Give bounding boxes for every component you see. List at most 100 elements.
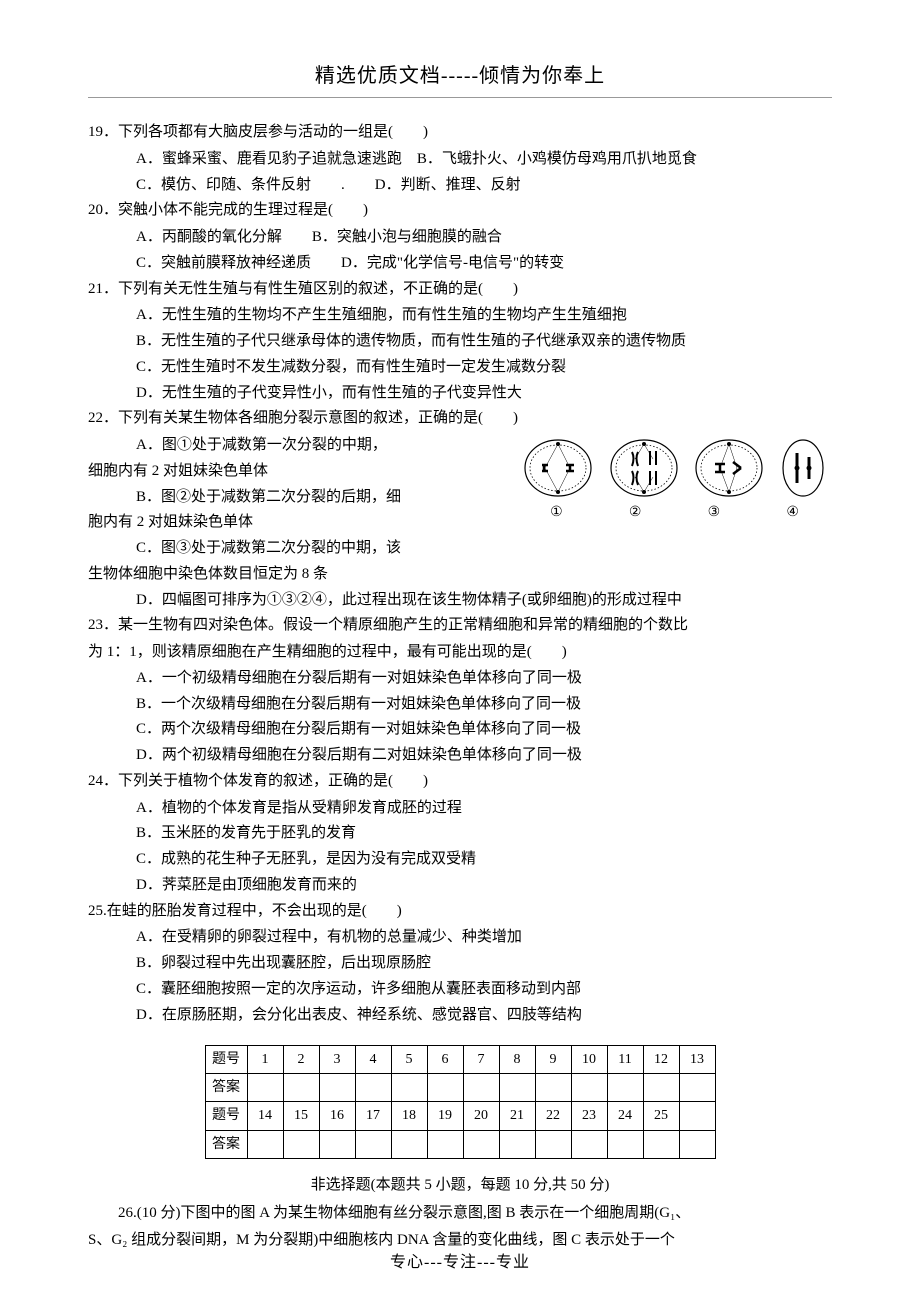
cell-diagrams (517, 437, 832, 499)
q25-c: C．囊胚细胞按照一定的次序运动，许多细胞从囊胚表面移动到内部 (88, 977, 832, 1002)
q25-d: D．在原肠胚期，会分化出表皮、神经系统、感觉器官、四肢等结构 (88, 1003, 832, 1028)
table-cell (283, 1130, 319, 1158)
figure-labels: ① ② ③ ④ (517, 501, 832, 524)
table-cell: 17 (355, 1102, 391, 1130)
table-row: 题号 14 15 16 17 18 19 20 21 22 23 24 25 (205, 1102, 715, 1130)
table-cell (679, 1102, 715, 1130)
table-cell (247, 1074, 283, 1102)
row-header: 题号 (205, 1102, 247, 1130)
table-cell: 15 (283, 1102, 319, 1130)
table-cell: 24 (607, 1102, 643, 1130)
table-cell (355, 1074, 391, 1102)
table-cell (679, 1074, 715, 1102)
table-cell: 1 (247, 1046, 283, 1074)
header-rule (88, 97, 832, 98)
q19-opt-ab: A．蜜蜂采蜜、鹿看见豹子追就急速逃跑 B．飞蛾扑火、小鸡模仿母鸡用爪扒地觅食 (88, 147, 832, 172)
q22-d: D．四幅图可排序为①③②④，此过程出现在该生物体精子(或卵细胞)的形成过程中 (88, 588, 832, 613)
q24-stem: 24．下列关于植物个体发育的叙述，正确的是( ) (88, 769, 832, 794)
table-row: 答案 (205, 1130, 715, 1158)
row-header: 答案 (205, 1130, 247, 1158)
table-cell: 13 (679, 1046, 715, 1074)
table-cell (391, 1074, 427, 1102)
cell-diagram-4 (779, 437, 827, 499)
q23-stem1: 23．某一生物有四对染色体。假设一个精原细胞产生的正常精细胞和异常的精细胞的个数… (88, 613, 832, 638)
table-cell: 19 (427, 1102, 463, 1130)
table-cell: 3 (319, 1046, 355, 1074)
table-cell: 25 (643, 1102, 679, 1130)
table-cell (607, 1074, 643, 1102)
table-cell: 7 (463, 1046, 499, 1074)
table-cell (535, 1130, 571, 1158)
q19-b: 飞蛾扑火、小鸡模仿母鸡用爪扒地觅食 (442, 151, 697, 167)
q24-a: A．植物的个体发育是指从受精卵发育成胚的过程 (88, 796, 832, 821)
cell-diagram-2 (608, 437, 680, 499)
table-cell: 8 (499, 1046, 535, 1074)
table-cell (463, 1074, 499, 1102)
q24-b: B．玉米胚的发育先于胚乳的发育 (88, 821, 832, 846)
table-cell (499, 1074, 535, 1102)
table-cell (427, 1074, 463, 1102)
table-cell (391, 1130, 427, 1158)
cell-diagram-1 (522, 437, 594, 499)
table-cell (283, 1074, 319, 1102)
q23-d: D．两个初级精母细胞在分裂后期有二对姐妹染色单体移向了同一极 (88, 743, 832, 768)
q25-stem: 25.在蛙的胚胎发育过程中，不会出现的是( ) (88, 899, 832, 924)
q25-a: A．在受精卵的卵裂过程中，有机物的总量减少、种类增加 (88, 925, 832, 950)
table-cell (643, 1074, 679, 1102)
q24-d: D．荠菜胚是由顶细胞发育而来的 (88, 873, 832, 898)
table-cell: 18 (391, 1102, 427, 1130)
table-row: 题号 1 2 3 4 5 6 7 8 9 10 11 12 13 (205, 1046, 715, 1074)
table-cell (319, 1130, 355, 1158)
table-cell: 12 (643, 1046, 679, 1074)
table-cell: 11 (607, 1046, 643, 1074)
q23-c: C．两个次级精母细胞在分裂后期有一对姐妹染色单体移向了同一极 (88, 717, 832, 742)
q22-c1: C．图③处于减数第二次分裂的中期，该 (88, 536, 832, 561)
q19-stem: 19．下列各项都有大脑皮层参与活动的一组是( ) (88, 120, 832, 145)
table-cell (427, 1130, 463, 1158)
table-cell: 23 (571, 1102, 607, 1130)
q19-opt-cd: C．模仿、印随、条件反射 . D．判断、推理、反射 (88, 173, 832, 198)
table-cell (535, 1074, 571, 1102)
table-cell (571, 1074, 607, 1102)
table-cell (463, 1130, 499, 1158)
q20-opt-cd: C．突触前膜释放神经递质 D．完成"化学信号-电信号"的转变 (88, 251, 832, 276)
q23-a: A．一个初级精母细胞在分裂后期有一对姐妹染色单体移向了同一极 (88, 666, 832, 691)
table-row: 答案 (205, 1074, 715, 1102)
page-header: 精选优质文档-----倾情为你奉上 (88, 60, 832, 93)
table-cell: 10 (571, 1046, 607, 1074)
table-cell (499, 1130, 535, 1158)
q20-stem: 20．突触小体不能完成的生理过程是( ) (88, 198, 832, 223)
table-cell (643, 1130, 679, 1158)
table-cell: 6 (427, 1046, 463, 1074)
fig-label-3: ③ (708, 501, 721, 524)
section-2-heading: 非选择题(本题共 5 小题，每题 10 分,共 50 分) (88, 1173, 832, 1198)
table-cell: 2 (283, 1046, 319, 1074)
q22-stem: 22．下列有关某生物体各细胞分裂示意图的叙述，正确的是( ) (88, 406, 832, 431)
q19-a: A．蜜蜂采蜜、鹿看见豹子追就急速逃跑 (136, 151, 402, 167)
table-cell: 22 (535, 1102, 571, 1130)
table-cell (679, 1130, 715, 1158)
q21-d: D．无性生殖的子代变异性小，而有性生殖的子代变异性大 (88, 381, 832, 406)
fig-label-1: ① (550, 501, 563, 524)
q23-stem2: 为 1：1，则该精原细胞在产生精细胞的过程中，最有可能出现的是( ) (88, 640, 832, 665)
table-cell: 14 (247, 1102, 283, 1130)
document-body: 19．下列各项都有大脑皮层参与活动的一组是( ) A．蜜蜂采蜜、鹿看见豹子追就急… (88, 120, 832, 1253)
answer-sheet-table: 题号 1 2 3 4 5 6 7 8 9 10 11 12 13 答案 题号 1… (205, 1045, 716, 1158)
row-header: 题号 (205, 1046, 247, 1074)
q21-a: A．无性生殖的生物均不产生生殖细胞，而有性生殖的生物均产生生殖细抱 (88, 303, 832, 328)
table-cell: 20 (463, 1102, 499, 1130)
q24-c: C．成熟的花生种子无胚乳，是因为没有完成双受精 (88, 847, 832, 872)
q25-b: B．卵裂过程中先出现囊胚腔，后出现原肠腔 (88, 951, 832, 976)
q23-b: B．一个次级精母细胞在分裂后期有一对姐妹染色单体移向了同一极 (88, 692, 832, 717)
table-cell: 16 (319, 1102, 355, 1130)
fig-label-2: ② (629, 501, 642, 524)
table-cell: 4 (355, 1046, 391, 1074)
table-cell (571, 1130, 607, 1158)
table-cell: 5 (391, 1046, 427, 1074)
cell-diagram-3 (693, 437, 765, 499)
q19-b-sep: B． (402, 151, 442, 167)
fig-label-4: ④ (786, 501, 799, 524)
table-cell (247, 1130, 283, 1158)
q21-c: C．无性生殖时不发生减数分裂，而有性生殖时一定发生减数分裂 (88, 355, 832, 380)
table-cell (607, 1130, 643, 1158)
